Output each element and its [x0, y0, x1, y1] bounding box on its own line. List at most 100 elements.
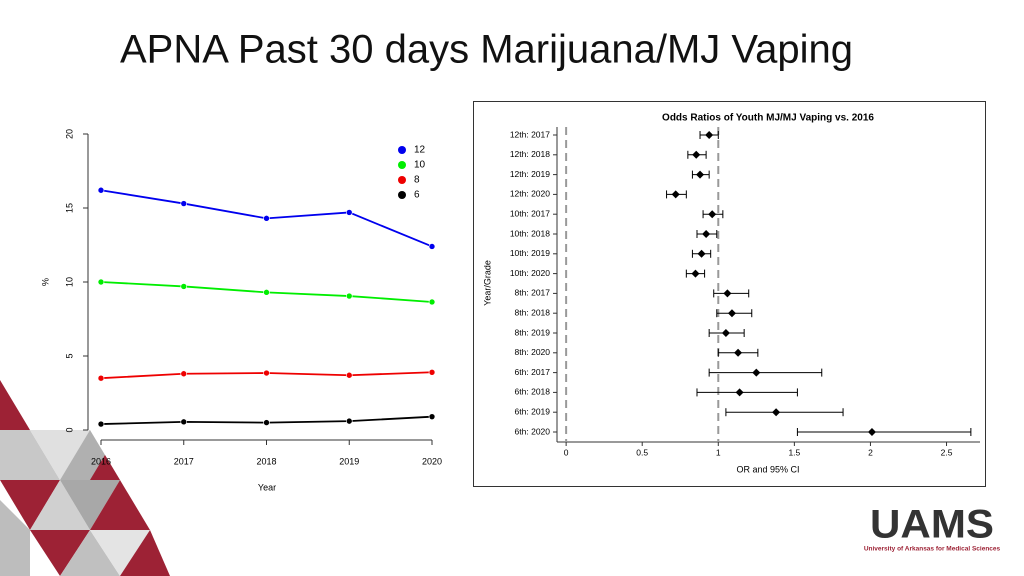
y-tick-label: 20 [64, 129, 74, 139]
x-tick-label: 2016 [91, 456, 111, 466]
point-estimate [697, 249, 706, 258]
y-tick-label: 12th: 2020 [510, 189, 550, 199]
triangle [90, 455, 120, 480]
data-point [97, 186, 105, 194]
data-point [428, 413, 436, 420]
data-point [345, 209, 353, 216]
point-estimate [702, 230, 711, 238]
x-tick-label: 2.5 [941, 447, 953, 457]
data-point [263, 369, 270, 377]
data-point [180, 283, 188, 290]
page-number: 9 [39, 563, 45, 574]
y-tick-label: 6th: 2019 [515, 406, 551, 416]
logo-subtitle: University of Arkansas for Medical Scien… [864, 546, 1001, 553]
triangle [0, 500, 30, 576]
y-tick-label: 8th: 2020 [515, 347, 551, 357]
y-tick-label: 10th: 2017 [510, 208, 550, 218]
point-estimate [734, 348, 743, 357]
y-axis-label: % [40, 278, 50, 286]
x-tick-label: 1.5 [788, 447, 800, 457]
point-estimate [708, 210, 717, 219]
x-tick-label: 0.5 [636, 447, 648, 457]
point-estimate [692, 150, 701, 159]
data-point [428, 298, 436, 306]
x-tick-label: 1 [716, 447, 721, 457]
point-estimate [691, 269, 700, 278]
legend-marker [398, 146, 406, 154]
point-estimate [723, 289, 732, 298]
triangle [120, 530, 170, 576]
y-tick-label: 0 [64, 427, 74, 432]
point-estimate [721, 329, 730, 337]
y-tick-label: 6th: 2017 [515, 367, 551, 377]
y-tick-label: 8th: 2019 [515, 327, 551, 337]
point-estimate [867, 428, 876, 436]
point-estimate [735, 388, 744, 397]
data-point [97, 374, 105, 382]
y-tick-label: 10th: 2020 [510, 268, 550, 278]
data-point [180, 200, 188, 207]
y-tick-label: 8th: 2018 [515, 307, 551, 317]
legend-marker [398, 161, 406, 169]
y-axis-label: Year/Grade [482, 260, 492, 306]
y-tick-label: 15 [64, 203, 74, 213]
x-tick-label: 2019 [339, 456, 359, 466]
triangle [90, 480, 150, 530]
legend-label: 8 [414, 175, 420, 186]
triangle [60, 480, 120, 530]
chart-title: Odds Ratios of Youth MJ/MJ Vaping vs. 20… [662, 113, 874, 124]
triangle [0, 380, 30, 430]
y-tick-label: 6th: 2018 [515, 387, 551, 397]
data-point [263, 419, 270, 426]
legend-label: 6 [414, 190, 420, 201]
data-point [180, 370, 188, 378]
data-point [428, 368, 436, 376]
y-tick-label: 5 [64, 353, 74, 358]
x-tick-label: 2020 [422, 456, 442, 466]
y-tick-label: 6th: 2020 [515, 426, 551, 436]
data-point [428, 243, 436, 250]
y-tick-label: 12th: 2017 [510, 129, 550, 139]
legend-marker [398, 191, 406, 199]
legend-marker [398, 176, 406, 184]
point-estimate [671, 190, 680, 199]
y-tick-label: 12th: 2019 [510, 169, 550, 179]
triangle [0, 480, 60, 530]
point-estimate [727, 309, 736, 318]
data-point [345, 292, 353, 300]
y-tick-label: 10 [64, 277, 74, 287]
x-axis-label: Year [258, 482, 276, 492]
point-estimate [752, 368, 761, 377]
decoration [0, 380, 170, 576]
y-tick-label: 10th: 2018 [510, 228, 550, 238]
legend-label: 10 [414, 160, 426, 171]
triangle [30, 530, 90, 576]
triangle [90, 530, 150, 576]
data-point [263, 289, 270, 296]
slide-title: APNA Past 30 days Marijuana/MJ Vaping [120, 28, 853, 72]
y-tick-label: 10th: 2019 [510, 248, 550, 258]
x-tick-label: 2 [868, 447, 873, 457]
y-tick-label: 8th: 2017 [515, 288, 551, 298]
data-point [97, 278, 105, 286]
logo-text: UAMS [870, 503, 994, 547]
point-estimate [705, 131, 714, 139]
y-tick-label: 12th: 2018 [510, 149, 550, 159]
triangle [60, 530, 120, 576]
triangle [0, 430, 60, 480]
x-tick-label: 0 [564, 447, 569, 457]
data-point [180, 418, 188, 426]
chart-frame [473, 101, 986, 487]
data-point [345, 371, 353, 379]
data-point [97, 420, 105, 428]
x-tick-label: 2018 [256, 456, 276, 466]
x-axis-label: OR and 95% CI [736, 464, 799, 474]
point-estimate [696, 170, 705, 179]
triangle [30, 430, 90, 480]
point-estimate [772, 408, 781, 417]
legend-label: 12 [414, 145, 426, 156]
data-point [263, 215, 270, 222]
data-point [345, 417, 353, 425]
